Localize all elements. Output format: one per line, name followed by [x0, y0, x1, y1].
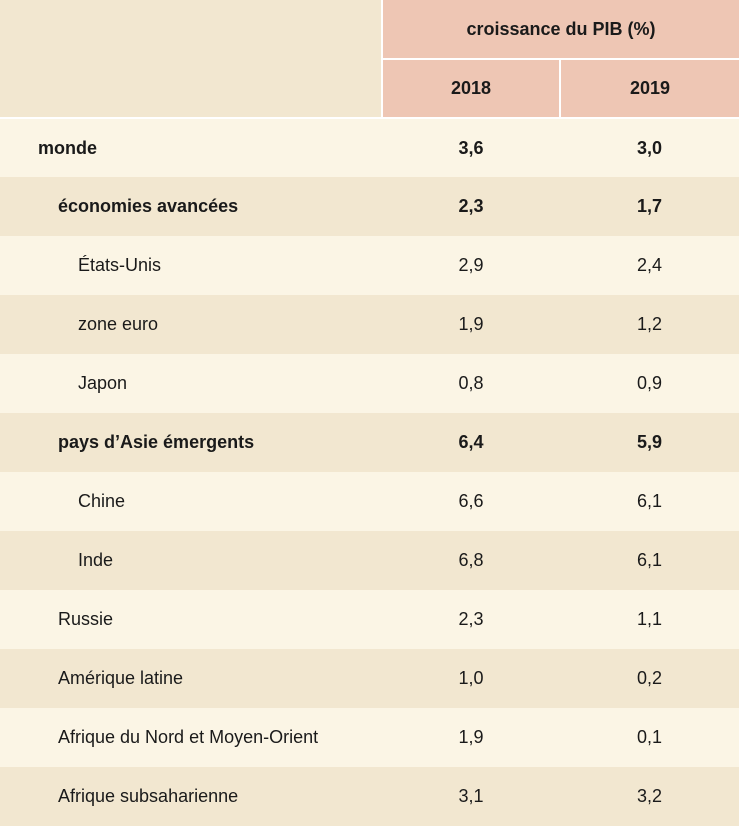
row-label: Inde: [0, 531, 382, 590]
header-year-2018: 2018: [382, 59, 560, 118]
row-value-2019: 0,1: [560, 708, 739, 767]
row-value-2019: 0,9: [560, 354, 739, 413]
row-value-2019: 2,4: [560, 236, 739, 295]
header-year-2019: 2019: [560, 59, 739, 118]
row-label: Amérique latine: [0, 649, 382, 708]
row-value-2018: 1,9: [382, 295, 560, 354]
row-value-2019: 1,7: [560, 177, 739, 236]
row-label: Afrique du Nord et Moyen-Orient: [0, 708, 382, 767]
row-value-2019: 1,2: [560, 295, 739, 354]
row-label: monde: [0, 118, 382, 177]
table-row: zone euro1,91,2: [0, 295, 739, 354]
row-value-2018: 6,4: [382, 413, 560, 472]
table-row: Afrique subsaharienne3,13,2: [0, 767, 739, 826]
row-value-2018: 6,8: [382, 531, 560, 590]
table-row: Japon0,80,9: [0, 354, 739, 413]
table-body: monde3,63,0économies avancées2,31,7États…: [0, 118, 739, 826]
row-value-2019: 5,9: [560, 413, 739, 472]
row-value-2018: 1,9: [382, 708, 560, 767]
header-title: croissance du PIB (%): [382, 0, 739, 59]
row-value-2019: 6,1: [560, 472, 739, 531]
row-value-2019: 1,1: [560, 590, 739, 649]
table-row: monde3,63,0: [0, 118, 739, 177]
row-label: économies avancées: [0, 177, 382, 236]
row-value-2018: 1,0: [382, 649, 560, 708]
table-row: Amérique latine1,00,2: [0, 649, 739, 708]
row-value-2019: 6,1: [560, 531, 739, 590]
row-value-2019: 3,0: [560, 118, 739, 177]
table-row: Inde6,86,1: [0, 531, 739, 590]
table-row: Chine6,66,1: [0, 472, 739, 531]
table-row: économies avancées2,31,7: [0, 177, 739, 236]
row-label: Japon: [0, 354, 382, 413]
table-row: Afrique du Nord et Moyen-Orient1,90,1: [0, 708, 739, 767]
row-value-2019: 0,2: [560, 649, 739, 708]
row-label: États-Unis: [0, 236, 382, 295]
row-label: pays d’Asie émergents: [0, 413, 382, 472]
table-row: pays d’Asie émergents6,45,9: [0, 413, 739, 472]
header-blank: [0, 0, 382, 118]
row-value-2018: 6,6: [382, 472, 560, 531]
row-label: Chine: [0, 472, 382, 531]
row-value-2019: 3,2: [560, 767, 739, 826]
gdp-growth-table: croissance du PIB (%) 2018 2019 monde3,6…: [0, 0, 739, 826]
row-value-2018: 2,3: [382, 177, 560, 236]
row-value-2018: 0,8: [382, 354, 560, 413]
row-label: Afrique subsaharienne: [0, 767, 382, 826]
header-row-1: croissance du PIB (%): [0, 0, 739, 59]
row-label: zone euro: [0, 295, 382, 354]
row-value-2018: 3,1: [382, 767, 560, 826]
row-value-2018: 3,6: [382, 118, 560, 177]
row-value-2018: 2,3: [382, 590, 560, 649]
row-label: Russie: [0, 590, 382, 649]
row-value-2018: 2,9: [382, 236, 560, 295]
table-row: Russie2,31,1: [0, 590, 739, 649]
table-row: États-Unis2,92,4: [0, 236, 739, 295]
